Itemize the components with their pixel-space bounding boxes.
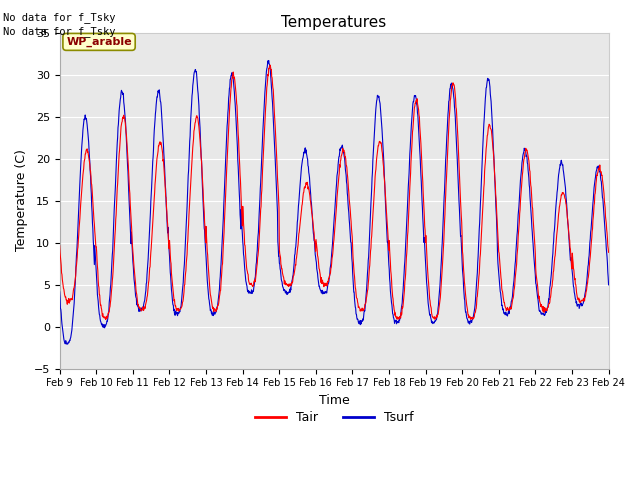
X-axis label: Time: Time	[319, 394, 349, 407]
Text: No data for f_Tsky: No data for f_Tsky	[3, 12, 116, 23]
Y-axis label: Temperature (C): Temperature (C)	[15, 150, 28, 252]
Text: No data for f_Tsky: No data for f_Tsky	[3, 26, 116, 37]
Legend: Tair, Tsurf: Tair, Tsurf	[250, 407, 419, 430]
Title: Temperatures: Temperatures	[282, 15, 387, 30]
Text: WP_arable: WP_arable	[66, 37, 132, 47]
